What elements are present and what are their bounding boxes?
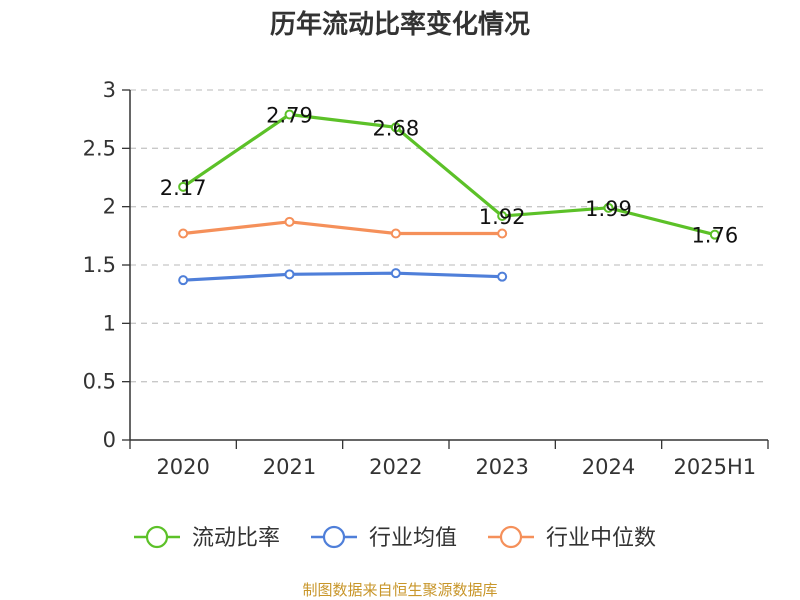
data-point (603, 202, 614, 213)
legend-item: 流动比率 (134, 525, 280, 551)
data-label: 2.68 (372, 116, 419, 140)
data-point (284, 109, 295, 120)
gridlines (130, 89, 768, 383)
data-label: 1.92 (479, 205, 526, 229)
legend-label: 流动比率 (192, 526, 280, 551)
legend-marker (499, 525, 523, 549)
legend-item: 行业均值 (311, 525, 457, 551)
legend-item: 行业中位数 (488, 525, 656, 551)
legend-label: 行业均值 (369, 526, 457, 551)
legend: 流动比率 行业均值 行业中位数 (134, 525, 656, 551)
data-point (178, 181, 189, 192)
axes (122, 89, 769, 449)
y-tick-label: 0 (103, 428, 116, 452)
y-tick-label: 3 (103, 78, 116, 102)
series-line (182, 112, 716, 237)
chart-title: 历年流动比率变化情况 (270, 9, 530, 40)
data-point (497, 228, 508, 239)
x-tick-label: 2022 (369, 455, 422, 479)
x-tick-label: 2024 (582, 455, 635, 479)
data-point (284, 269, 295, 280)
data-labels: 2.17 2.79 2.68 1.92 1.99 1.76 (160, 104, 738, 248)
data-point (390, 122, 401, 133)
x-tick-label: 2021 (263, 455, 316, 479)
y-tick-label: 1.5 (83, 253, 116, 277)
series-line (182, 220, 503, 236)
data-point (390, 268, 401, 279)
x-tick-label: 2023 (475, 455, 528, 479)
legend-marker (145, 525, 169, 549)
data-label: 1.99 (585, 197, 632, 221)
data-point (497, 271, 508, 282)
series-lines (178, 109, 720, 286)
legend-label: 行业中位数 (546, 526, 656, 551)
source-note: 制图数据来自恒生聚源数据库 (302, 581, 497, 599)
legend-marker (322, 525, 346, 549)
y-tick-label: 2 (103, 195, 116, 219)
tick-labels: 0 0.5 1 1.5 2 2.5 3 2020 2021 2022 2023 2024 2025H1 (83, 78, 757, 479)
data-label: 1.76 (691, 224, 738, 248)
y-tick-label: 1 (103, 311, 116, 335)
data-label: 2.17 (160, 176, 207, 200)
x-tick-label: 2025H1 (674, 455, 757, 479)
data-point (709, 229, 720, 240)
x-tick-label: 2020 (156, 455, 209, 479)
data-label: 2.79 (266, 104, 313, 128)
data-point (178, 275, 189, 286)
y-tick-label: 2.5 (83, 136, 116, 160)
y-tick-label: 0.5 (83, 370, 116, 394)
series-line (183, 271, 503, 282)
data-point (284, 216, 295, 227)
data-point (178, 228, 189, 239)
data-point (390, 228, 401, 239)
data-point (497, 211, 508, 221)
